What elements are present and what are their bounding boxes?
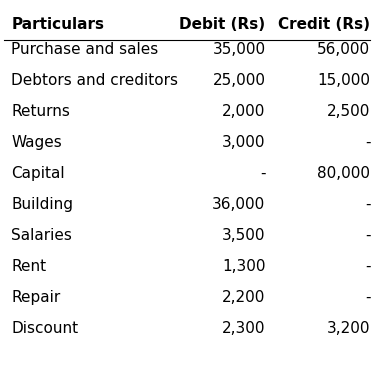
Text: Repair: Repair bbox=[11, 290, 61, 305]
Text: 56,000: 56,000 bbox=[317, 42, 370, 57]
Text: -: - bbox=[365, 228, 370, 243]
Text: 3,500: 3,500 bbox=[222, 228, 266, 243]
Text: -: - bbox=[365, 290, 370, 305]
Text: 3,000: 3,000 bbox=[222, 135, 266, 150]
Text: 15,000: 15,000 bbox=[317, 73, 370, 88]
Text: -: - bbox=[365, 135, 370, 150]
Text: Debit (Rs): Debit (Rs) bbox=[180, 17, 266, 32]
Text: Rent: Rent bbox=[11, 259, 46, 274]
Text: Returns: Returns bbox=[11, 104, 70, 119]
Text: 35,000: 35,000 bbox=[212, 42, 266, 57]
Text: Building: Building bbox=[11, 197, 73, 212]
Text: Credit (Rs): Credit (Rs) bbox=[278, 17, 370, 32]
Text: Purchase and sales: Purchase and sales bbox=[11, 42, 159, 57]
Text: 25,000: 25,000 bbox=[212, 73, 266, 88]
Text: -: - bbox=[260, 166, 266, 181]
Text: -: - bbox=[365, 259, 370, 274]
Text: 2,300: 2,300 bbox=[222, 321, 266, 336]
Text: Discount: Discount bbox=[11, 321, 78, 336]
Text: 2,000: 2,000 bbox=[222, 104, 266, 119]
Text: Capital: Capital bbox=[11, 166, 65, 181]
Text: Salaries: Salaries bbox=[11, 228, 72, 243]
Text: 36,000: 36,000 bbox=[212, 197, 266, 212]
Text: Debtors and creditors: Debtors and creditors bbox=[11, 73, 178, 88]
Text: -: - bbox=[365, 197, 370, 212]
Text: 2,200: 2,200 bbox=[222, 290, 266, 305]
Text: Particulars: Particulars bbox=[11, 17, 104, 32]
Text: 3,200: 3,200 bbox=[327, 321, 370, 336]
Text: 80,000: 80,000 bbox=[317, 166, 370, 181]
Text: Wages: Wages bbox=[11, 135, 62, 150]
Text: 1,300: 1,300 bbox=[222, 259, 266, 274]
Text: 2,500: 2,500 bbox=[327, 104, 370, 119]
